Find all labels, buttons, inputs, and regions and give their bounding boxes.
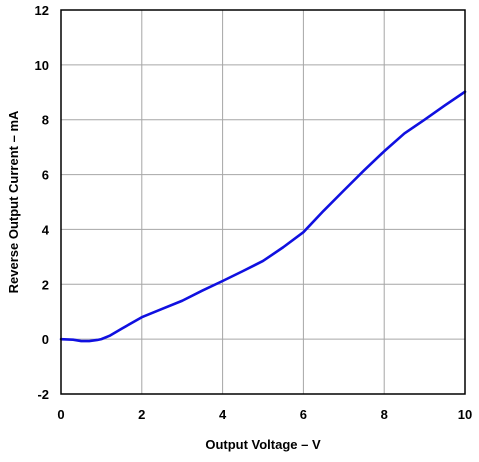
y-axis-label: Reverse Output Current – mA [6,110,21,293]
y-axis-ticks: -2 0 2 4 6 8 10 12 [35,3,50,402]
series-line-1 [59,90,467,343]
x-axis-label: Output Voltage – V [205,437,321,452]
x-tick-label: 10 [458,407,472,422]
y-tick-label: 0 [42,332,49,347]
y-tick-label: 2 [42,277,49,292]
x-tick-label: 6 [300,407,307,422]
y-tick-label: 8 [42,113,49,128]
x-tick-label: 0 [57,407,64,422]
x-axis-ticks: 0 2 4 6 8 10 [57,407,472,422]
grid [60,9,466,395]
x-tick-label: 4 [219,407,227,422]
x-tick-label: 8 [381,407,388,422]
plot-frame [60,9,466,395]
y-tick-label: 12 [35,3,49,18]
series-layer [59,90,467,343]
y-tick-label: 6 [42,168,49,183]
x-tick-label: 2 [138,407,145,422]
y-tick-label: -2 [37,387,49,402]
y-tick-label: 4 [42,222,50,237]
y-tick-label: 10 [35,58,49,73]
